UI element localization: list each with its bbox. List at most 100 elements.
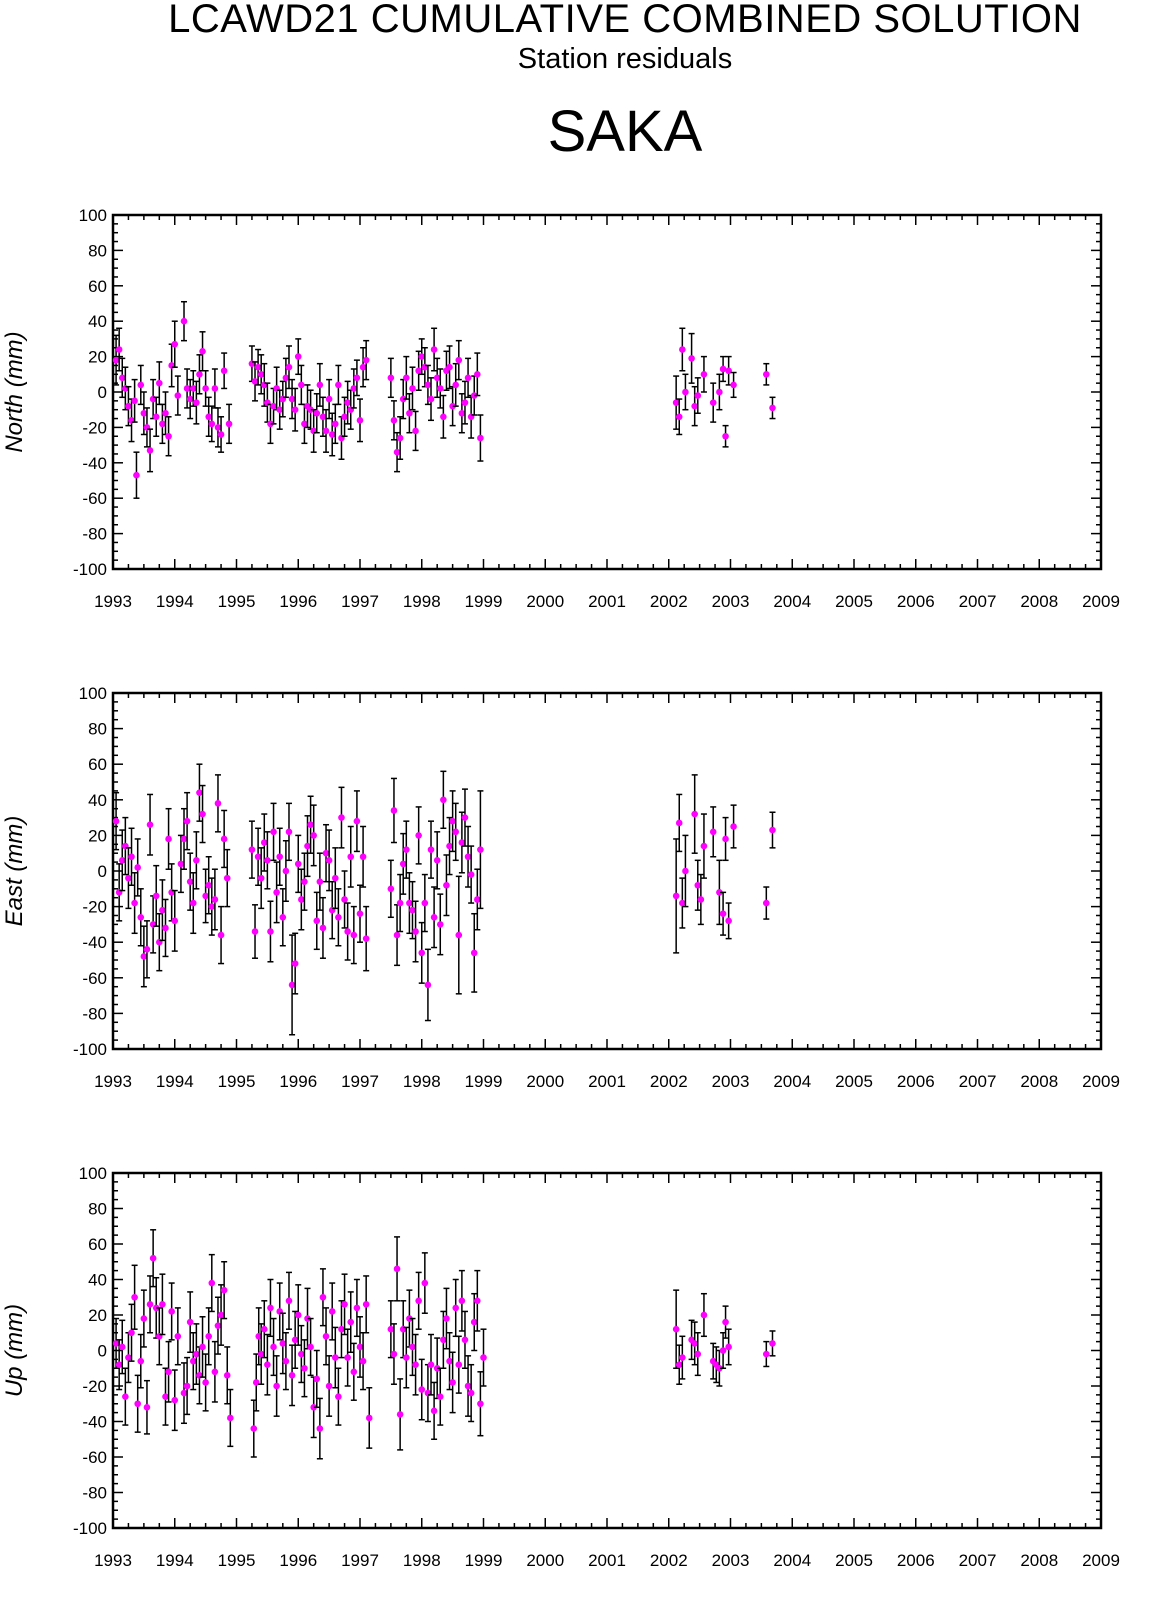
north-data-point <box>319 413 327 421</box>
east-data-point <box>313 917 321 925</box>
north-data-point <box>436 385 444 392</box>
east-data-point <box>332 874 339 882</box>
up-data-point <box>390 1350 398 1358</box>
up-data-point <box>356 1343 364 1351</box>
east-data-point <box>446 842 453 850</box>
north-y-tick-label: -40 <box>82 454 107 473</box>
up-data-point <box>725 1343 732 1351</box>
north-data-point <box>193 399 200 406</box>
up-data-point <box>267 1304 274 1312</box>
up-data-point <box>288 1372 296 1379</box>
up-data-point <box>128 1329 135 1337</box>
up-data-point <box>211 1368 219 1376</box>
north-data-point <box>440 413 447 421</box>
up-data-point <box>208 1279 216 1287</box>
up-y-tick-label: 80 <box>88 1200 107 1219</box>
east-data-point <box>159 906 166 914</box>
east-data-point <box>412 928 419 935</box>
up-data-point <box>322 1333 330 1340</box>
east-data-point <box>128 853 135 861</box>
north-data-point <box>672 399 680 406</box>
up-data-point <box>347 1318 355 1326</box>
up-x-tick-label: 1998 <box>403 1551 441 1570</box>
up-data-point <box>316 1425 324 1432</box>
chart-subtitle: Station residuals <box>517 43 733 75</box>
north-data-point <box>688 355 695 362</box>
north-data-point <box>118 374 126 382</box>
north-data-point <box>403 374 410 382</box>
north-data-point <box>217 431 225 438</box>
east-data-point <box>409 906 416 914</box>
east-data-point <box>421 899 429 907</box>
east-data-point <box>694 881 702 889</box>
up-y-axis-label: Up (mm) <box>1 1304 28 1397</box>
north-data-point <box>412 427 419 435</box>
east-data-point <box>270 828 277 836</box>
north-data-point <box>254 363 262 371</box>
up-data-point <box>387 1325 395 1333</box>
up-data-point <box>183 1382 191 1390</box>
up-data-point <box>165 1368 172 1376</box>
north-data-point <box>461 399 469 406</box>
up-data-point <box>125 1354 132 1361</box>
up-data-point <box>365 1414 373 1422</box>
east-data-point <box>769 826 776 834</box>
up-data-point <box>477 1400 484 1408</box>
up-data-point <box>338 1325 345 1333</box>
north-data-point <box>474 371 481 378</box>
east-data-point <box>464 853 472 861</box>
east-data-point <box>223 874 231 882</box>
east-y-axis-label: East (mm) <box>1 816 28 927</box>
north-data-point <box>171 340 179 348</box>
up-data-point <box>461 1336 469 1344</box>
up-data-point <box>722 1318 729 1326</box>
north-x-tick-label: 1996 <box>279 592 317 611</box>
north-data-point <box>140 409 148 417</box>
east-data-point <box>152 892 160 900</box>
east-data-point <box>301 878 308 885</box>
up-data-point <box>180 1389 188 1397</box>
east-data-point <box>719 910 727 918</box>
north-data-point <box>211 385 219 392</box>
east-data-point <box>399 860 407 868</box>
east-data-point <box>403 846 410 853</box>
east-data-point <box>415 832 422 839</box>
north-data-point <box>282 374 290 382</box>
up-x-tick-label: 2008 <box>1020 1551 1058 1570</box>
east-data-point <box>335 913 342 921</box>
up-y-tick-label: 20 <box>88 1306 107 1325</box>
up-data-point <box>131 1293 138 1301</box>
east-y-tick-label: 80 <box>88 720 107 739</box>
up-data-point <box>455 1361 463 1368</box>
east-data-point <box>199 810 206 818</box>
east-data-point <box>140 953 148 960</box>
up-x-tick-label: 1993 <box>94 1551 132 1570</box>
north-x-tick-label: 1997 <box>341 592 379 611</box>
up-x-tick-label: 2003 <box>712 1551 750 1570</box>
east-data-point <box>304 842 311 850</box>
north-y-tick-label: 60 <box>88 277 107 296</box>
up-data-point <box>421 1279 429 1287</box>
east-data-point <box>353 817 361 825</box>
up-data-point <box>310 1404 317 1411</box>
north-data-point <box>725 367 732 375</box>
north-data-point <box>719 365 727 373</box>
up-data-point <box>255 1333 263 1340</box>
up-data-point <box>332 1354 339 1361</box>
east-data-point <box>180 835 188 843</box>
up-data-point <box>152 1304 160 1312</box>
east-data-point <box>722 835 729 843</box>
north-data-point <box>288 395 296 403</box>
east-data-point <box>125 874 132 882</box>
east-data-point <box>406 899 413 907</box>
up-x-tick-label: 2002 <box>650 1551 688 1570</box>
up-y-tick-label: -40 <box>82 1413 107 1432</box>
up-y-tick-label: 40 <box>88 1271 107 1290</box>
north-data-point <box>716 388 723 396</box>
up-data-point <box>328 1308 336 1315</box>
east-y-tick-label: -20 <box>82 898 107 917</box>
north-data-point <box>137 381 145 389</box>
north-x-tick-label: 2008 <box>1020 592 1058 611</box>
east-x-tick-label: 2009 <box>1082 1072 1120 1091</box>
